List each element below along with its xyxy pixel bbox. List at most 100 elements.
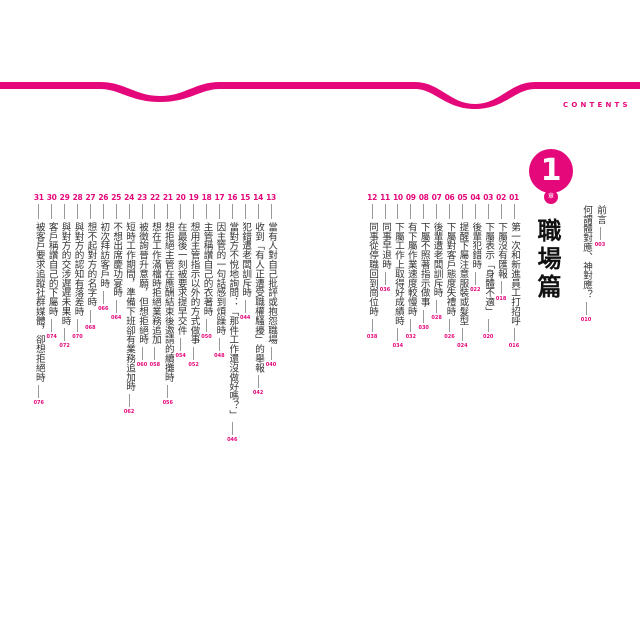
page-number: 022 bbox=[470, 287, 481, 293]
entry-number: 14 bbox=[253, 193, 264, 202]
toc-entry[interactable]: 03 下屬表示「身體不適」 020 bbox=[482, 193, 494, 340]
toc-entry[interactable]: 18 主管稱讚自己的衣著時 050 bbox=[201, 193, 212, 340]
entry-number: 15 bbox=[240, 193, 251, 202]
toc-entry[interactable]: 20 在最後一刻被要求提早交件 054 bbox=[175, 193, 186, 359]
toc-entry[interactable]: 01 第一次和新進員工打招呼 016 bbox=[508, 193, 520, 349]
leader-line bbox=[206, 204, 207, 219]
page-number: 050 bbox=[201, 334, 212, 340]
entry-number: 23 bbox=[137, 193, 147, 202]
leader-line bbox=[115, 204, 117, 219]
leader-line bbox=[500, 204, 502, 219]
toc-entry[interactable]: 15 犯錯遭老闆訓斥時 044 bbox=[239, 193, 251, 321]
leader-line bbox=[218, 337, 220, 351]
toc-entry[interactable]: 22 想在工作滿檔時拒絕業務追加 058 bbox=[149, 193, 161, 368]
toc-entry[interactable]: 27 想不起對方的名字時 068 bbox=[84, 193, 96, 331]
page-number: 026 bbox=[444, 334, 455, 340]
toc-entry[interactable]: 06 下屬對客戶態度失禮時 026 bbox=[444, 193, 456, 340]
page-number: 010 bbox=[580, 317, 592, 323]
leader-line bbox=[141, 347, 143, 361]
toc-entry[interactable]: 16 當對方不悅地詢問：「那件工作還沒做好嗎？」 046 bbox=[226, 193, 238, 443]
leader-line bbox=[410, 319, 412, 332]
page-number: 028 bbox=[431, 315, 442, 322]
entry-number: 16 bbox=[227, 193, 238, 202]
toc-entry[interactable]: 25 不想出席慶功宴時 064 bbox=[110, 193, 122, 321]
entry-number: 05 bbox=[457, 193, 468, 202]
entry-title: 下屬對客戶態度失禮時 bbox=[444, 222, 456, 316]
entry-number: 27 bbox=[85, 193, 96, 202]
leader-line bbox=[51, 319, 53, 332]
leader-line bbox=[231, 422, 233, 436]
entry-title: 當對方不悅地詢問：「那件工作還沒做好嗎？」 bbox=[227, 222, 239, 420]
toc-entry[interactable]: 14 收到「有人正遭受職權騷擾」的舉報 042 bbox=[252, 193, 264, 396]
entry-title: 因主管的一句話感到煩躁時 bbox=[214, 222, 226, 335]
toc-entry[interactable]: 21 想拒絕主管在應酬結束後邀請的續攤時 056 bbox=[162, 193, 174, 406]
toc-entry[interactable]: 10 下屬工作上取得好成績時 034 bbox=[392, 193, 404, 349]
leader-line bbox=[270, 347, 272, 361]
contents-label: CONTENTS bbox=[563, 101, 631, 109]
page-number: 074 bbox=[46, 334, 57, 340]
toc-entry[interactable]: 04 後輩犯錯時 022 bbox=[469, 193, 481, 293]
leader-line bbox=[474, 272, 476, 285]
leader-line bbox=[257, 375, 259, 389]
page-number: 024 bbox=[457, 343, 468, 350]
entry-title: 短時工作期間，準備下班卻有業務追加時 bbox=[124, 222, 136, 392]
leader-line bbox=[384, 272, 386, 285]
leader-line bbox=[231, 204, 233, 219]
leader-line bbox=[384, 204, 386, 219]
leader-line bbox=[244, 300, 246, 314]
leader-line bbox=[64, 204, 66, 219]
leader-line bbox=[500, 281, 502, 295]
toc-entry[interactable]: 28 與對方的認知有落差時 070 bbox=[72, 193, 83, 340]
toc-entry[interactable]: 29 與對方的交涉遲遲未果時 072 bbox=[59, 193, 70, 349]
toc-entry[interactable]: 02 下屬沒有匯報 018 bbox=[495, 193, 507, 302]
leader-line bbox=[154, 347, 156, 361]
toc-entry[interactable]: 05 提醒下屬注意服裝或髮型 024 bbox=[456, 193, 468, 349]
preface-item[interactable]: 前言 003 bbox=[594, 205, 606, 248]
page-number: 044 bbox=[239, 315, 251, 322]
page-number: 048 bbox=[214, 352, 225, 359]
entry-title: 後輩遭老闆訓斥時 bbox=[431, 222, 443, 298]
leader-line bbox=[51, 204, 53, 219]
toc-entry[interactable]: 26 初次拜訪客戶時 066 bbox=[97, 193, 109, 312]
page-number: 042 bbox=[252, 390, 264, 397]
leader-line bbox=[64, 328, 66, 342]
entry-title: 下屬表示「身體不適」 bbox=[483, 222, 495, 316]
leader-line bbox=[180, 337, 182, 351]
toc-entry[interactable]: 24 短時工作期間，準備下班卻有業務追加時 062 bbox=[123, 193, 135, 415]
entry-title: 同事從停職回到崗位時 bbox=[367, 222, 379, 316]
toc-entry[interactable]: 19 想用主管指示以外的方式做事 052 bbox=[188, 193, 199, 368]
toc-entry[interactable]: 12 同事從停職回到崗位時 038 bbox=[366, 193, 378, 340]
toc-entry[interactable]: 08 下屬不照著指示做事 030 bbox=[418, 193, 429, 331]
entry-number: 07 bbox=[431, 193, 442, 202]
leader-line bbox=[257, 204, 259, 219]
page-number: 054 bbox=[175, 352, 186, 359]
leader-line bbox=[38, 384, 40, 398]
leader-line bbox=[193, 204, 195, 219]
entry-title: 不想出席慶功宴時 bbox=[111, 222, 123, 298]
leader-line bbox=[154, 204, 156, 219]
toc-entry[interactable]: 31 被客戶要求追蹤社群媒體，卻想拒絕時 076 bbox=[33, 193, 45, 406]
toc-entry[interactable]: 30 客戶稱讚自己的下屬時 074 bbox=[46, 193, 57, 340]
toc-entry[interactable]: 11 同事早退時 036 bbox=[379, 193, 391, 293]
entry-title: 有下屬作業速度較慢時 bbox=[405, 222, 417, 316]
header-wave-band bbox=[0, 82, 640, 109]
leader-line bbox=[371, 204, 373, 219]
page-number: 058 bbox=[149, 362, 161, 369]
entry-number: 09 bbox=[405, 193, 416, 202]
entry-number: 01 bbox=[509, 193, 519, 202]
page-number: 036 bbox=[379, 287, 391, 293]
entry-title: 想拒絕主管在應酬結束後邀請的續攤時 bbox=[162, 222, 174, 382]
toc-entry[interactable]: 17 因主管的一句話感到煩躁時 048 bbox=[213, 193, 225, 359]
toc-entry[interactable]: 13 當有人對自己批評或抱怨職場 040 bbox=[265, 193, 277, 368]
entry-title: 當有人對自己批評或抱怨職場 bbox=[266, 222, 277, 345]
leader-line bbox=[397, 204, 399, 219]
toc-entry[interactable]: 09 有下屬作業速度較慢時 032 bbox=[405, 193, 417, 340]
leader-line bbox=[102, 290, 104, 304]
entry-number: 22 bbox=[149, 193, 160, 202]
preface-item[interactable]: 何謂體對應、神對應？ 010 bbox=[580, 205, 592, 323]
toc-entry[interactable]: 07 後輩遭老闆訓斥時 028 bbox=[431, 193, 443, 322]
toc-entry[interactable]: 23 被徵詢晉升意願，但想拒絕時 060 bbox=[136, 193, 148, 368]
leader-line bbox=[513, 204, 515, 219]
entry-number: 18 bbox=[201, 193, 212, 202]
entry-number: 04 bbox=[470, 193, 481, 202]
